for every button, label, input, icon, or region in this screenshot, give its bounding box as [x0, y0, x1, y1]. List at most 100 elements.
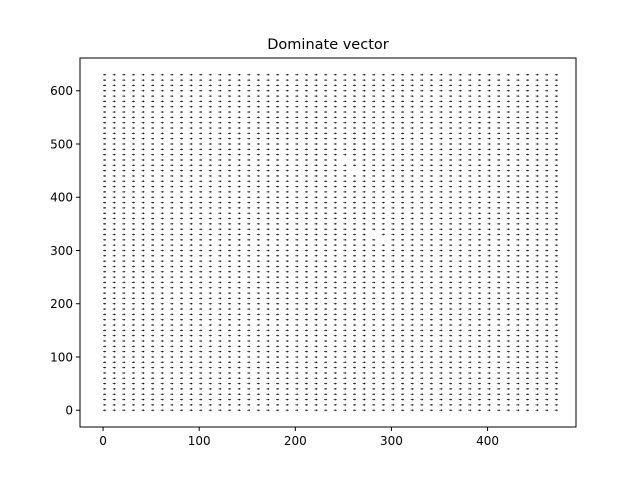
quiver-arrow — [257, 116, 260, 118]
quiver-arrow — [372, 393, 375, 395]
quiver-arrow — [161, 74, 164, 76]
quiver-arrow — [478, 127, 481, 129]
quiver-arrow — [142, 127, 145, 129]
quiver-arrow — [132, 132, 135, 134]
quiver-arrow — [324, 292, 327, 294]
quiver-arrow — [190, 79, 193, 81]
quiver-arrow — [420, 186, 423, 188]
quiver-arrow — [209, 116, 212, 118]
quiver-arrow — [449, 409, 452, 411]
quiver-arrow — [315, 84, 318, 86]
quiver-arrow — [170, 260, 173, 262]
quiver-arrow — [103, 367, 106, 369]
quiver-arrow — [391, 287, 394, 289]
quiver-arrow — [459, 84, 462, 86]
quiver-arrow — [507, 164, 510, 166]
quiver-arrow — [122, 100, 125, 102]
quiver-arrow — [401, 345, 404, 347]
quiver-arrow — [324, 122, 327, 124]
quiver-arrow — [122, 388, 125, 390]
quiver-arrow — [391, 351, 394, 353]
quiver-arrow — [315, 361, 318, 363]
quiver-arrow — [507, 356, 510, 358]
quiver-arrow — [382, 159, 385, 161]
quiver-arrow — [276, 383, 279, 385]
quiver-arrow — [411, 308, 414, 310]
quiver-arrow — [372, 196, 375, 198]
quiver-arrow — [142, 276, 145, 278]
quiver-arrow — [516, 202, 519, 204]
quiver-arrow — [247, 239, 250, 241]
quiver-arrow — [516, 84, 519, 86]
quiver-arrow — [411, 361, 414, 363]
quiver-arrow — [401, 281, 404, 283]
quiver-arrow — [247, 116, 250, 118]
quiver-arrow — [382, 255, 385, 257]
quiver-arrow — [170, 255, 173, 257]
quiver-arrow — [334, 260, 337, 262]
x-tick-label: 100 — [188, 434, 211, 448]
quiver-arrow — [180, 345, 183, 347]
quiver-arrow — [132, 404, 135, 406]
quiver-arrow — [257, 239, 260, 241]
quiver-arrow — [228, 175, 231, 177]
quiver-arrow — [411, 335, 414, 337]
quiver-arrow — [324, 319, 327, 321]
quiver-arrow — [247, 180, 250, 182]
quiver-arrow — [142, 100, 145, 102]
quiver-arrow — [401, 228, 404, 230]
quiver-arrow — [161, 372, 164, 374]
quiver-arrow — [170, 404, 173, 406]
quiver-arrow — [238, 148, 241, 150]
quiver-arrow — [334, 372, 337, 374]
quiver-arrow — [382, 399, 385, 401]
quiver-arrow — [161, 367, 164, 369]
quiver-arrow — [459, 345, 462, 347]
quiver-arrow — [122, 154, 125, 156]
quiver-arrow — [430, 308, 433, 310]
quiver-arrow — [142, 95, 145, 97]
quiver-arrow — [122, 186, 125, 188]
quiver-arrow — [315, 313, 318, 315]
quiver-arrow — [257, 100, 260, 102]
quiver-arrow — [372, 388, 375, 390]
quiver-arrow — [180, 207, 183, 209]
quiver-arrow — [228, 265, 231, 267]
quiver-arrow — [305, 393, 308, 395]
quiver-arrow — [247, 287, 250, 289]
quiver-arrow — [488, 191, 491, 193]
quiver-arrow — [411, 292, 414, 294]
quiver-arrow — [142, 356, 145, 358]
quiver-arrow — [449, 223, 452, 225]
quiver-arrow — [132, 361, 135, 363]
quiver-arrow — [430, 340, 433, 342]
quiver-arrow — [190, 95, 193, 97]
quiver-arrow — [324, 218, 327, 220]
quiver-arrow — [103, 260, 106, 262]
quiver-arrow — [103, 351, 106, 353]
quiver-arrow — [343, 175, 346, 177]
quiver-arrow — [103, 287, 106, 289]
quiver-arrow — [372, 329, 375, 331]
quiver-arrow — [334, 313, 337, 315]
quiver-arrow — [459, 138, 462, 140]
quiver-arrow — [151, 170, 154, 172]
quiver-arrow — [103, 335, 106, 337]
quiver-arrow — [516, 223, 519, 225]
quiver-arrow — [449, 351, 452, 353]
quiver-arrow — [218, 393, 221, 395]
quiver-arrow — [382, 228, 385, 230]
quiver-arrow — [488, 116, 491, 118]
quiver-arrow — [401, 143, 404, 145]
quiver-arrow — [180, 265, 183, 267]
quiver-arrow — [353, 116, 356, 118]
quiver-arrow — [334, 276, 337, 278]
quiver-arrow — [257, 335, 260, 337]
quiver-arrow — [228, 122, 231, 124]
quiver-arrow — [420, 255, 423, 257]
quiver-arrow — [286, 159, 289, 161]
quiver-arrow — [536, 132, 539, 134]
quiver-arrow — [430, 255, 433, 257]
quiver-arrow — [180, 329, 183, 331]
quiver-arrow — [440, 127, 443, 129]
